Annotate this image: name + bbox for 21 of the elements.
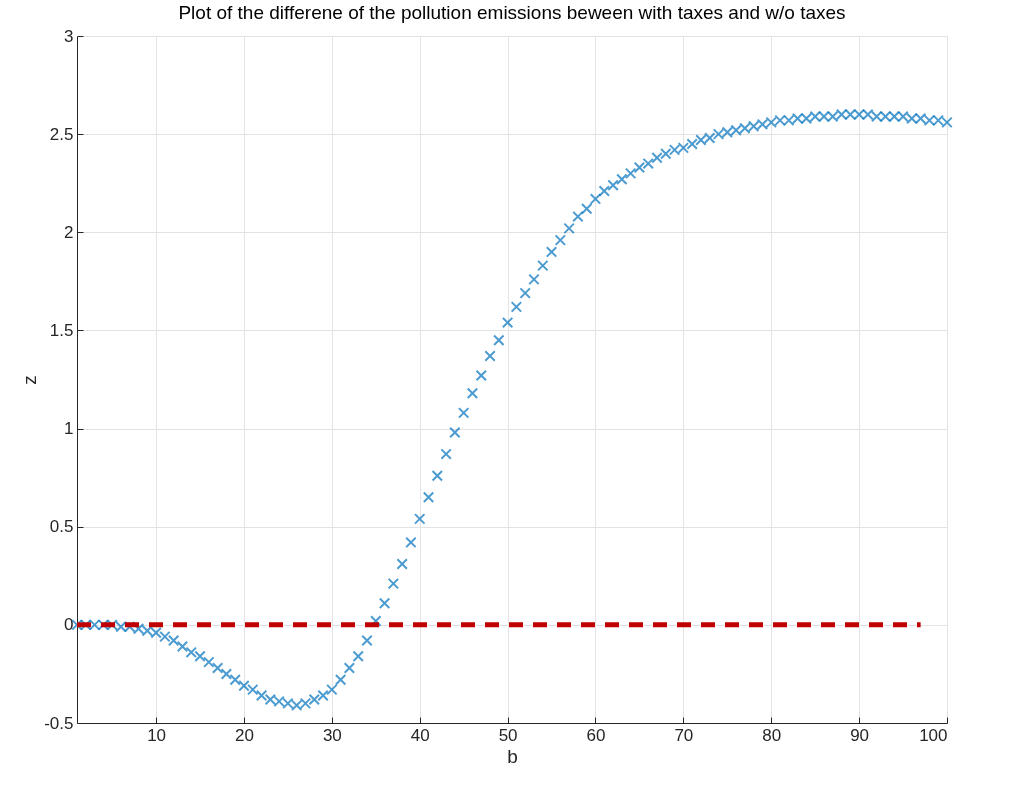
y-tick-label: 1.5 xyxy=(49,320,74,340)
y-tick-label: 0.5 xyxy=(49,517,74,537)
chart-title: Plot of the differene of the pollution emissions beween with taxes and w/o taxes xyxy=(178,2,846,23)
x-tick-label: 50 xyxy=(498,725,518,745)
x-tick-label: 100 xyxy=(919,725,948,745)
x-tick-label: 70 xyxy=(674,725,694,745)
y-tick-label: 2.5 xyxy=(49,124,74,144)
x-tick-label: 40 xyxy=(410,725,430,745)
x-axis-title: b xyxy=(507,745,518,767)
y-tick-label: 0 xyxy=(64,615,74,635)
y-tick-label: 1 xyxy=(64,419,74,439)
x-tick-label: 10 xyxy=(147,725,167,745)
x-tick-label: 20 xyxy=(235,725,254,745)
y-axis-title: z xyxy=(19,375,41,385)
y-tick-label: 2 xyxy=(64,222,74,242)
x-tick-label: 80 xyxy=(762,725,782,745)
x-tick-label: 30 xyxy=(322,725,342,745)
x-tick-label: 60 xyxy=(586,725,606,745)
y-tick-label: 3 xyxy=(64,26,74,46)
x-tick-label: 90 xyxy=(850,725,870,745)
y-tick-label: -0.5 xyxy=(44,713,74,733)
